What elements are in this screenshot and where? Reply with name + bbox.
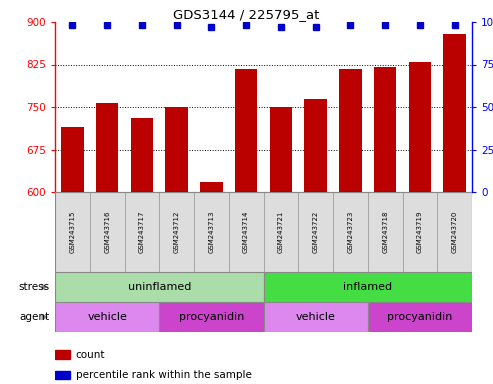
Bar bbox=[263, 192, 298, 272]
Bar bbox=[55, 351, 70, 359]
Bar bbox=[90, 192, 125, 272]
Text: GSM243714: GSM243714 bbox=[243, 211, 249, 253]
Text: count: count bbox=[76, 349, 106, 359]
Bar bbox=[368, 192, 402, 272]
Bar bbox=[125, 192, 159, 272]
Bar bbox=[55, 192, 90, 272]
Text: inflamed: inflamed bbox=[343, 282, 392, 292]
Text: GDS3144 / 225795_at: GDS3144 / 225795_at bbox=[174, 8, 319, 21]
Text: GSM243712: GSM243712 bbox=[174, 211, 179, 253]
Text: vehicle: vehicle bbox=[87, 312, 127, 322]
Bar bbox=[235, 69, 257, 192]
Bar bbox=[263, 272, 472, 302]
Bar bbox=[437, 192, 472, 272]
Bar bbox=[333, 192, 368, 272]
Bar bbox=[55, 371, 70, 379]
Bar bbox=[263, 302, 368, 332]
Bar bbox=[368, 302, 472, 332]
Text: GSM243716: GSM243716 bbox=[104, 211, 110, 253]
Bar bbox=[229, 192, 263, 272]
Bar bbox=[374, 67, 396, 192]
Text: vehicle: vehicle bbox=[296, 312, 336, 322]
Bar bbox=[402, 192, 437, 272]
Text: procyanidin: procyanidin bbox=[387, 312, 453, 322]
Bar bbox=[96, 103, 118, 192]
Text: GSM243723: GSM243723 bbox=[348, 211, 353, 253]
Bar bbox=[61, 127, 84, 192]
Text: GSM243718: GSM243718 bbox=[382, 211, 388, 253]
Text: agent: agent bbox=[20, 312, 50, 322]
Bar bbox=[159, 192, 194, 272]
Text: procyanidin: procyanidin bbox=[178, 312, 244, 322]
Bar bbox=[131, 118, 153, 192]
Bar bbox=[55, 302, 159, 332]
Text: GSM243713: GSM243713 bbox=[209, 211, 214, 253]
Text: GSM243722: GSM243722 bbox=[313, 211, 318, 253]
Bar bbox=[443, 35, 466, 192]
Bar bbox=[339, 69, 362, 192]
Bar bbox=[270, 107, 292, 192]
Bar bbox=[409, 62, 431, 192]
Text: GSM243715: GSM243715 bbox=[70, 211, 75, 253]
Text: GSM243719: GSM243719 bbox=[417, 211, 423, 253]
Bar bbox=[304, 99, 327, 192]
Bar bbox=[200, 182, 223, 192]
Bar bbox=[194, 192, 229, 272]
Bar bbox=[298, 192, 333, 272]
Bar bbox=[55, 272, 263, 302]
Text: stress: stress bbox=[19, 282, 50, 292]
Bar bbox=[165, 107, 188, 192]
Text: percentile rank within the sample: percentile rank within the sample bbox=[76, 370, 252, 380]
Text: GSM243721: GSM243721 bbox=[278, 211, 284, 253]
Bar bbox=[159, 302, 263, 332]
Text: GSM243720: GSM243720 bbox=[452, 211, 458, 253]
Text: uninflamed: uninflamed bbox=[128, 282, 191, 292]
Text: GSM243717: GSM243717 bbox=[139, 211, 145, 253]
